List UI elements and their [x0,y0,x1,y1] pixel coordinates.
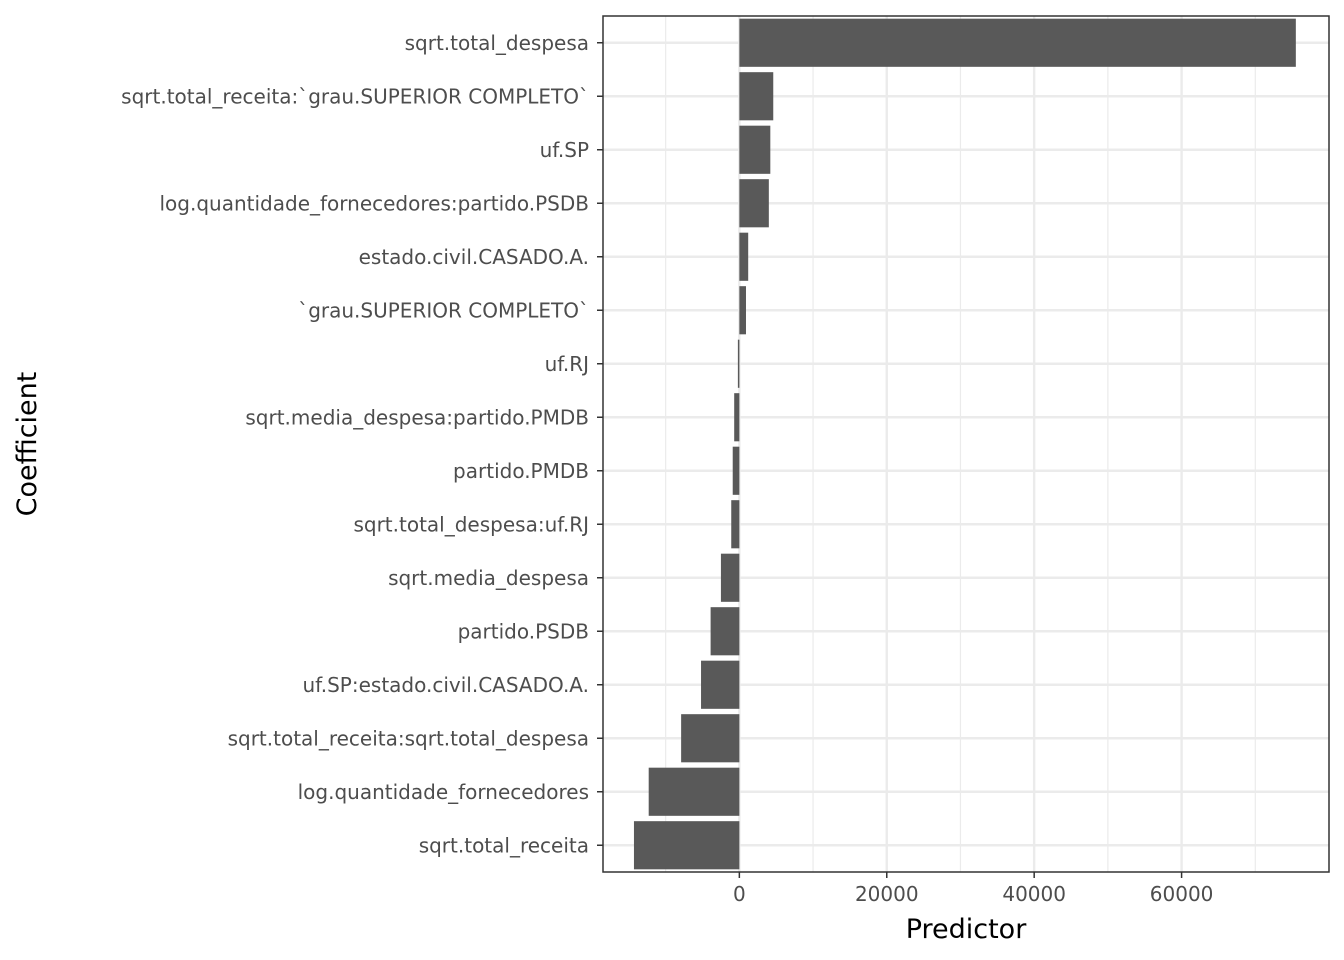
y-tick-label: estado.civil.CASADO.A. [359,245,589,269]
y-tick-label: sqrt.total_receita:sqrt.total_despesa [228,726,589,750]
bar [739,179,769,228]
panel-border [602,15,1330,873]
y-tick-label: sqrt.media_despesa:partido.PMDB [245,405,589,429]
bar [739,286,746,335]
y-tick-label: sqrt.total_receita [419,833,589,857]
x-axis-title: Predictor [906,914,1028,945]
bar [737,339,740,388]
y-tick-label: sqrt.total_despesa [405,31,589,55]
x-tick-label: 40000 [1002,882,1066,906]
y-axis: sqrt.total_despesa sqrt.total_receita:`gr… [121,31,603,857]
bar [633,821,740,870]
y-tick-label: log.quantidade_fornecedores:partido.PSDB [160,191,590,215]
bar [739,72,774,121]
y-tick-label: uf.SP:estado.civil.CASADO.A. [302,673,589,697]
bar [648,767,740,816]
bar [732,446,740,495]
y-tick-label: partido.PSDB [458,619,589,643]
bar [731,500,740,549]
bar [710,607,740,656]
y-tick-label: sqrt.total_despesa:uf.RJ [353,512,589,536]
bars [633,18,1296,870]
bar [734,393,740,442]
bar [739,125,771,174]
bar [720,553,740,602]
x-tick-label: 0 [733,882,746,906]
x-tick-label: 60000 [1150,882,1214,906]
x-axis: 0 20000 40000 60000 [733,872,1213,906]
bar [739,18,1296,67]
bar [681,714,740,763]
y-tick-label: sqrt.media_despesa [388,566,589,590]
y-tick-label: sqrt.total_receita:`grau.SUPERIOR COMPLE… [121,84,589,108]
y-tick-label: `grau.SUPERIOR COMPLETO` [298,298,589,322]
minor-gridlines [665,16,1256,872]
y-axis-title: Coefficient [12,372,43,517]
x-tick-label: 20000 [855,882,919,906]
y-tick-label: partido.PMDB [453,459,589,483]
bar [739,232,749,281]
y-tick-label: uf.RJ [545,352,589,376]
y-tick-label: log.quantidade_fornecedores [298,780,589,804]
bar [701,660,740,709]
y-tick-label: uf.SP [540,138,589,162]
